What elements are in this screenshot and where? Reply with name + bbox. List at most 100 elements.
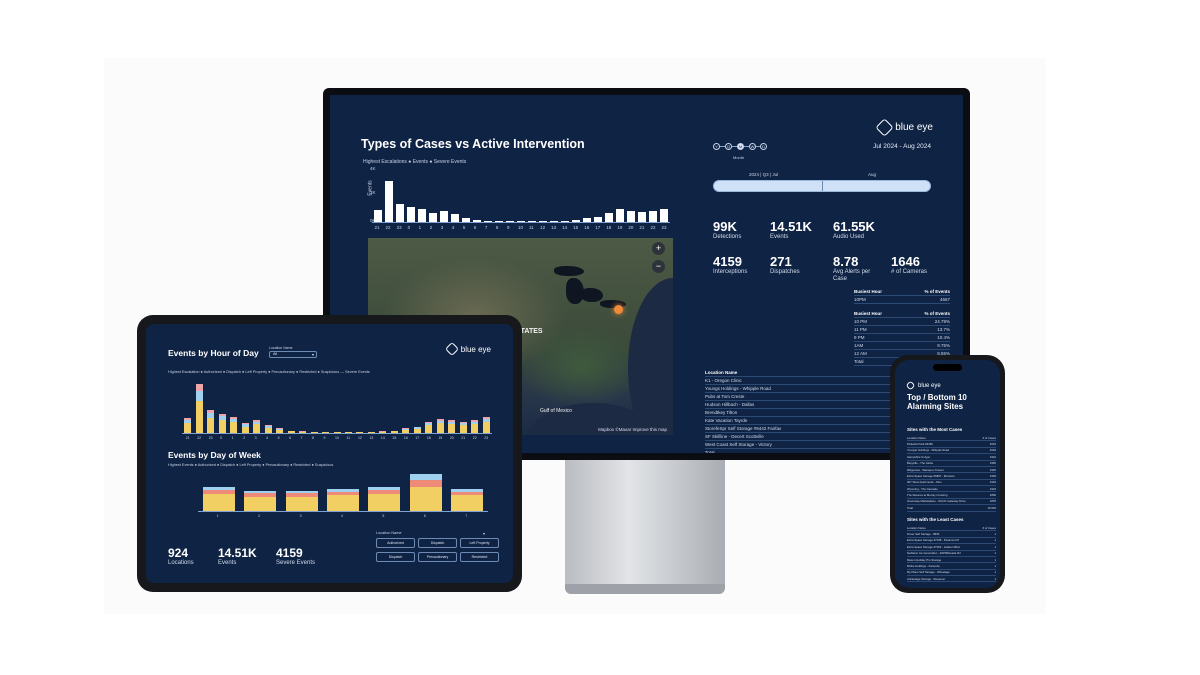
granularity-slider[interactable]: Y Q M W D [713,141,767,153]
stacked-bar[interactable] [310,432,318,433]
table-row[interactable]: Pickwick Park #3456 2034 [907,442,996,448]
stacked-bar[interactable] [218,413,226,433]
location-row[interactable]: Brendtkey Tilton [705,409,951,417]
slider-stop-year[interactable]: Y [713,143,720,150]
hour-bar[interactable] [539,221,548,222]
table-row[interactable]: Macon Holiday Pro Storage 1 [907,557,996,564]
filter-chip[interactable]: Precautionary [418,552,457,562]
hour-bar[interactable] [616,208,625,222]
stacked-bar[interactable] [368,487,401,511]
hour-bar[interactable] [594,216,603,222]
filter-chip[interactable]: Dispatch [418,538,457,548]
stacked-bar[interactable] [244,491,277,511]
table-row[interactable]: Minke Holdings - Kaneohe 1 [907,563,996,570]
stacked-bar[interactable] [402,428,410,433]
table-row[interactable]: Dover Self Storage - 8993 1 [907,532,996,538]
stacked-bar[interactable] [195,384,203,433]
map-attribution[interactable]: Mapbox ©Maxar Improve this map [598,427,667,432]
hour-bar[interactable] [649,210,658,222]
location-row[interactable]: StorefeSpr Self Storage #9442 Fairfax [705,425,951,433]
stacked-bar[interactable] [241,423,249,433]
events-by-day-chart[interactable] [198,474,488,512]
hourly-bar-chart[interactable] [372,177,670,223]
filter-chip[interactable]: Restricted [460,552,499,562]
stacked-bar[interactable] [207,409,215,433]
slider-stop-day[interactable]: D [760,143,767,150]
hour-bar[interactable] [395,203,404,222]
stacked-bar[interactable] [299,431,307,433]
stacked-bar[interactable] [344,432,352,433]
stacked-bar[interactable] [390,430,398,433]
stacked-bar[interactable] [367,431,375,433]
stacked-bar[interactable] [459,421,467,433]
location-row[interactable]: West Coast Self Storage - Victory [705,441,951,449]
slider-stop-month[interactable]: M [737,143,744,150]
hour-bar[interactable] [406,206,415,222]
hour-bar[interactable] [384,181,393,222]
filter-chip[interactable]: Authorized [376,538,415,548]
stacked-bar[interactable] [327,489,359,511]
chevron-down-icon[interactable]: ▾ [483,531,486,536]
table-row[interactable]: Extra Space Storage #7038 - Piedmont Pl 1 [907,538,996,545]
table-row[interactable]: Nettleton Ice Generation - #AP90Heads Rd… [907,551,996,557]
table-row[interactable]: Total 19,540 [907,505,996,512]
hour-bar[interactable] [583,218,592,222]
table-row[interactable]: Advantage Storage - Westover 1 [907,576,996,583]
stacked-bar[interactable] [356,432,364,433]
stacked-bar[interactable] [409,474,442,511]
location-row[interactable]: K1 - Oregon Clinic [705,377,951,385]
slider-stop-week[interactable]: W [749,143,756,150]
hour-bar[interactable] [572,219,581,222]
table-row[interactable]: Extra Space Storage #7023 - Hudson Blvd 1 [907,544,996,551]
stacked-bar[interactable] [333,432,341,433]
stacked-bar[interactable] [451,489,484,511]
filter-chip[interactable]: Dispatch [376,552,415,562]
hour-bar[interactable] [550,221,559,222]
location-row[interactable]: Youngs Holdings - Whipple Road [705,385,951,393]
hour-bar[interactable] [627,210,636,222]
table-row[interactable]: Ridgeview - Wanapou Towers 1945 [907,467,996,474]
hour-bar[interactable] [505,221,514,222]
stacked-bar[interactable] [471,420,479,433]
events-by-hour-chart[interactable] [182,380,492,434]
location-row[interactable]: SF Skillline - Decert Scottville [705,433,951,441]
table-row[interactable]: Bergville - The Globe 1956 [907,461,996,467]
hour-bar[interactable] [494,221,503,222]
stacked-bar[interactable] [264,424,272,433]
stacked-bar[interactable] [276,428,284,433]
table-row[interactable]: 407 West Apartments - Moo 1934 [907,480,996,486]
zoom-out-button[interactable]: − [652,260,665,273]
stacked-bar[interactable] [482,416,490,433]
location-row[interactable]: Hudson Hillbach - Dallas [705,401,951,409]
slider-stop-quarter[interactable]: Q [725,143,732,150]
hour-bar[interactable] [417,208,426,222]
table-row[interactable]: Wyoming - The Cascade 1923 [907,486,996,493]
hour-bar[interactable] [605,212,614,222]
location-select[interactable]: All ▾ [269,351,317,358]
stacked-bar[interactable] [285,491,318,511]
timeline-range-bar[interactable] [713,180,931,192]
table-row[interactable]: Extra Space Storage #9837 - Monitors 1939 [907,473,996,480]
site-cluster-marker[interactable] [614,305,623,314]
table-row[interactable]: The Reserve at Murray Crossing 1890 [907,493,996,499]
stacked-bar[interactable] [322,432,330,433]
stacked-bar[interactable] [413,426,421,433]
stacked-bar[interactable] [448,420,456,433]
table-row[interactable]: Hampshire 9 Hypo 1991 [907,454,996,461]
location-row[interactable]: Total [705,449,951,453]
hour-bar[interactable] [472,219,481,222]
table-row[interactable]: Younger Holdings - Whipple Road 2004 [907,448,996,455]
hour-bar[interactable] [528,221,537,222]
location-row[interactable]: Kate Vacation Tayrde [705,417,951,425]
table-row[interactable]: Greenway Marketplace - NGOC Gateway Driv… [907,499,996,506]
hour-bar[interactable] [439,210,448,222]
hour-bar[interactable] [561,220,570,222]
table-row[interactable]: My Place Self Storage - Wheelage 1 [907,570,996,576]
hour-bar[interactable] [517,221,525,222]
stacked-bar[interactable] [287,430,295,433]
stacked-bar[interactable] [253,419,261,433]
stacked-bar[interactable] [184,417,192,433]
stacked-bar[interactable] [436,418,444,433]
stacked-bar[interactable] [230,416,238,433]
stacked-bar[interactable] [425,421,433,433]
